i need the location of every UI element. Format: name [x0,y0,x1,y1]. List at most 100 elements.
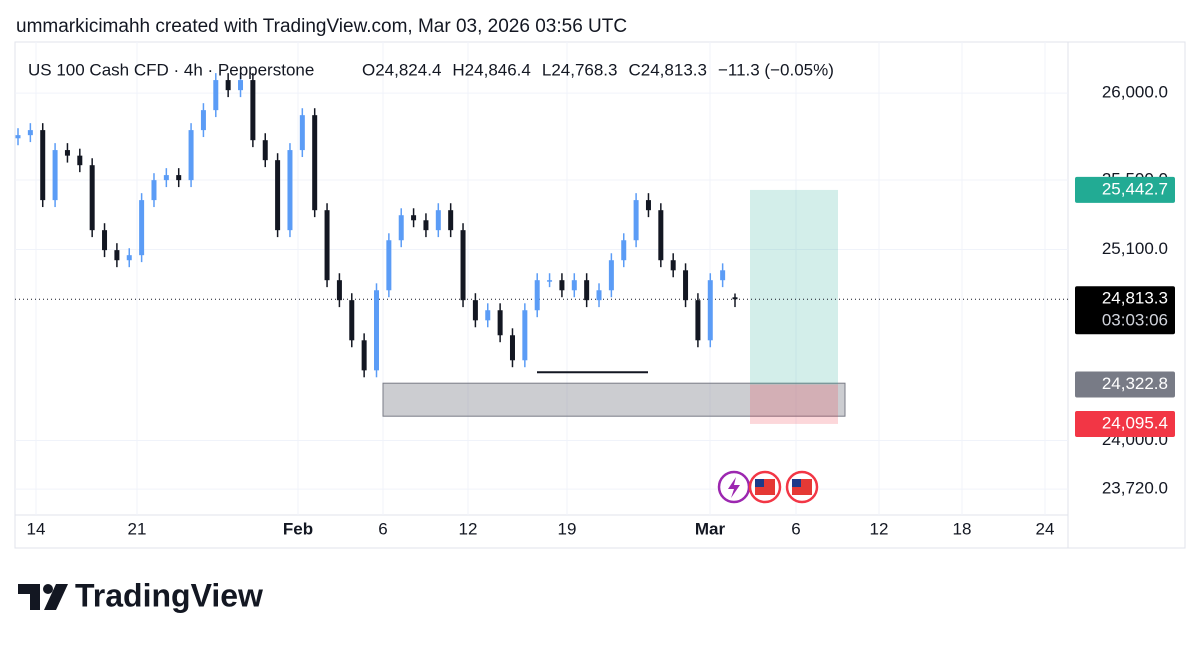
x-tick-label: 6 [791,519,800,538]
candle-body [188,130,194,181]
candle-body [645,200,651,211]
x-tick-label: 12 [459,519,478,538]
header: ummarkicimahh created with TradingView.c… [16,16,627,37]
candle-body [435,210,441,231]
candle-body [225,80,231,91]
logo-mark [18,584,40,610]
candle-body [151,180,157,201]
candle-body [658,210,664,261]
event-icon [755,479,764,487]
x-tick-label: 12 [870,519,889,538]
candle-body [683,270,689,301]
chart-frame [14,41,1186,549]
candle-body [126,255,132,261]
price-label-box [1075,176,1175,203]
candle-body [522,310,528,361]
labels: 26,000.025,500.025,100.024,000.023,720.0… [27,83,1175,538]
price-label: 25,442.7 [1102,179,1168,198]
x-tick-label: 6 [378,519,387,538]
candle-body [386,240,392,291]
candle-body [64,150,70,156]
candle-body [534,280,540,311]
candles [15,73,738,378]
candle-body [720,270,726,281]
legend-value: −11.3 (−0.05%) [718,60,834,79]
footer-brand: TradingView [75,577,263,613]
y-tick-label: 26,000.0 [1102,83,1168,102]
candle-body [238,80,244,91]
candle-body [559,280,565,291]
candle-body [732,297,738,300]
candle-body [213,80,219,111]
candle-body [336,280,342,301]
zone [382,382,846,417]
candle-body [621,240,627,261]
legend-value: C24,813.3 [629,60,707,79]
candle-body [52,150,58,201]
candle-body [411,215,417,221]
price-label-box [1075,286,1175,335]
candle-body [497,310,503,336]
candle-body [448,210,454,231]
x-tick-label: 14 [27,519,46,538]
legend-value: L24,768.3 [542,60,618,79]
candle-body [707,280,713,341]
candle-body [139,200,145,256]
position-stop [750,384,838,424]
countdown: 03:03:06 [1102,311,1168,330]
y-tick-label: 25,100.0 [1102,239,1168,258]
price-label-box [1075,410,1175,437]
x-tick-label: 18 [953,519,972,538]
candle-body [77,155,83,166]
candle-body [324,210,330,281]
candle-body [633,200,639,241]
candle-body [547,280,553,282]
x-tick-label: Mar [695,519,726,538]
candle-body [114,250,120,261]
candle-body [176,175,182,181]
candle-body [15,135,21,139]
price-label: 24,322.8 [1102,374,1168,393]
candle-body [509,335,515,361]
candle-body [584,280,590,301]
position-target [750,189,838,385]
candle-body [398,215,404,241]
price-label-box [1075,371,1175,398]
chart-title: US 100 Cash CFD · 4h · Pepperstone [28,60,314,79]
candle-body [102,230,108,251]
candle-body [89,165,95,231]
legend-value: H24,846.4 [452,60,530,79]
candle-body [596,290,602,301]
candle-body [361,340,367,371]
candle-body [27,130,33,136]
candle-body [472,300,478,321]
candle-body [40,130,46,201]
candle-body [200,110,206,131]
candle-body [670,260,676,271]
event-icon [792,479,801,487]
candle-body [423,220,429,231]
event-icons [717,470,819,504]
candle-body [374,290,379,371]
logo: TradingView [18,577,263,613]
logo-mark [43,584,53,594]
candle-body [608,260,614,291]
candle-body [275,160,281,231]
candle-body [163,175,169,181]
candle-body [695,300,701,341]
y-tick-label: 23,720.0 [1102,479,1168,498]
candle-body [485,310,491,321]
logo-mark [44,584,68,610]
x-tick-label: 24 [1036,519,1055,538]
candle-body [312,115,318,211]
candle-body [250,80,256,141]
legend-value: O24,824.4 [362,60,441,79]
price-label: 24,813.3 [1102,289,1168,308]
candle-body [299,115,305,151]
x-tick-label: 19 [558,519,577,538]
x-tick-label: 21 [128,519,147,538]
overlays [15,189,1068,424]
event-icon [728,477,740,498]
